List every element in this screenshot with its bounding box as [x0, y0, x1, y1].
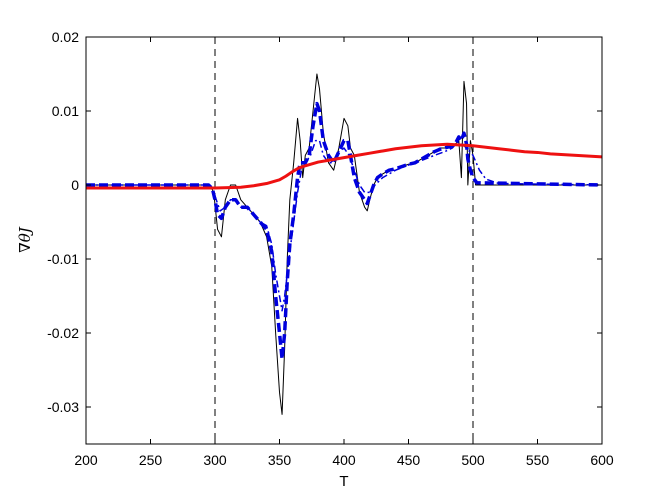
y-axis-ticks: -0.03 -0.02 -0.01 0 0.01 0.02	[47, 29, 602, 415]
x-axis-title: T	[339, 473, 348, 490]
x-axis-ticks: 200 250 300 350 400 450 500 550 600	[74, 37, 614, 468]
x-tick-label: 600	[590, 452, 614, 468]
x-tick-label: 450	[397, 452, 421, 468]
series-line-4	[86, 142, 603, 190]
x-tick-label: 350	[268, 452, 292, 468]
y-tick-label: 0.02	[52, 29, 79, 45]
series-line-3	[86, 139, 603, 312]
y-axis-title: ∇θJ	[16, 226, 34, 253]
y-tick-label: 0	[71, 177, 79, 193]
x-tick-label: 200	[74, 452, 98, 468]
y-tick-label: -0.03	[47, 399, 79, 415]
y-tick-label: 0.01	[52, 103, 79, 119]
x-tick-label: 300	[203, 452, 227, 468]
plot-background	[86, 37, 602, 444]
vertical-reference-lines	[214, 37, 474, 444]
series-layer	[86, 73, 603, 415]
y-tick-label: -0.01	[47, 251, 79, 267]
x-tick-label: 550	[526, 452, 550, 468]
x-tick-label: 400	[332, 452, 356, 468]
x-tick-label: 500	[461, 452, 485, 468]
y-tick-label: -0.02	[47, 325, 79, 341]
x-tick-label: 250	[139, 452, 163, 468]
